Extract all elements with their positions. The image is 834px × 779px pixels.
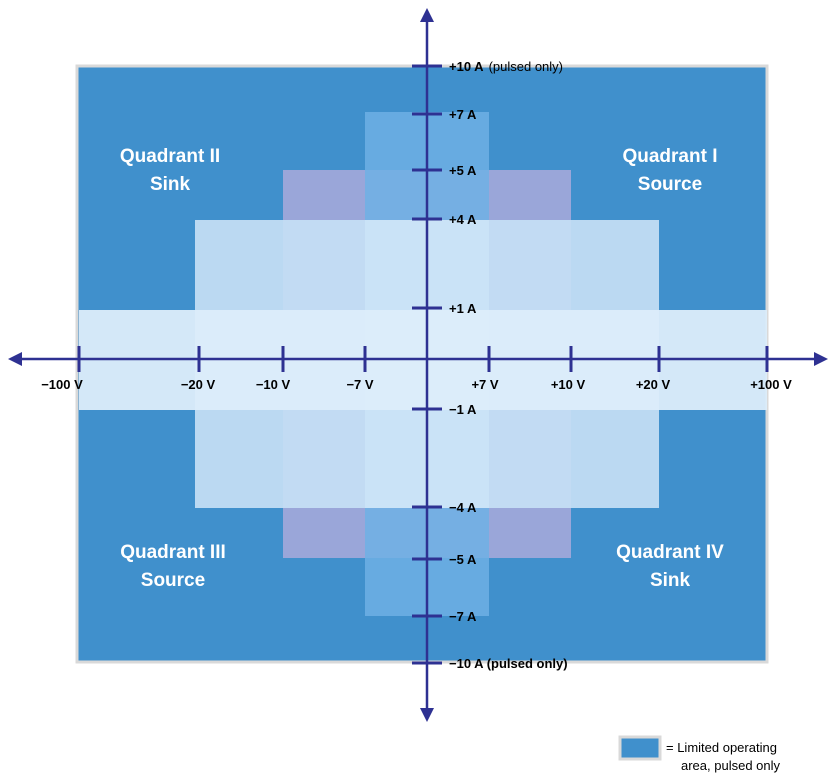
tick-label-neg1a: −1 A bbox=[449, 402, 477, 417]
tick-label-neg4a: −4 A bbox=[449, 500, 477, 515]
quadrant-2-label: Quadrant II Sink bbox=[120, 146, 220, 195]
tick-label-neg5a: −5 A bbox=[449, 552, 477, 567]
quadrant-2-title: Quadrant II bbox=[120, 146, 220, 167]
legend-swatch bbox=[618, 735, 662, 761]
quadrant-1-mode: Source bbox=[638, 174, 702, 195]
tick-label-neg20v: −20 V bbox=[181, 377, 216, 392]
quadrant-3-label: Quadrant III Source bbox=[120, 542, 226, 591]
current-axis bbox=[420, 8, 434, 722]
axis-arrow-down-icon bbox=[420, 708, 434, 722]
tick-label-pos7a: +7 A bbox=[449, 107, 477, 122]
voltage-axis bbox=[8, 352, 828, 366]
tick-label-neg100v: −100 V bbox=[41, 377, 83, 392]
tick-label-pos10v: +10 V bbox=[551, 377, 586, 392]
legend-label-line2: area, pulsed only bbox=[681, 758, 781, 773]
axis-arrow-up-icon bbox=[420, 8, 434, 22]
tick-label-neg10v: −10 V bbox=[256, 377, 291, 392]
quadrant-1-label: Quadrant I Source bbox=[622, 146, 717, 195]
tick-label-pos10a-value: +10 A bbox=[449, 59, 484, 74]
tick-label-pos20v: +20 V bbox=[636, 377, 671, 392]
tick-label-pos5a: +5 A bbox=[449, 163, 477, 178]
legend-label-line1: = Limited operating bbox=[666, 740, 777, 755]
tick-label-pos100v: +100 V bbox=[750, 377, 792, 392]
quadrant-2-mode: Sink bbox=[150, 174, 191, 195]
tick-label-pos1a: +1 A bbox=[449, 301, 477, 316]
quadrant-1-title: Quadrant I bbox=[622, 146, 717, 167]
quadrant-3-mode: Source bbox=[141, 570, 205, 591]
current-tick-labels: +10 A (pulsed only) +7 A +5 A +4 A +1 A −… bbox=[449, 59, 568, 671]
tick-label-neg10a: −10 A (pulsed only) bbox=[449, 656, 568, 671]
tick-label-neg7v: −7 V bbox=[346, 377, 373, 392]
tick-label-pos10a: +10 A (pulsed only) bbox=[449, 59, 563, 74]
quadrant-4-title: Quadrant IV bbox=[616, 542, 724, 563]
tick-label-pos4a: +4 A bbox=[449, 212, 477, 227]
tick-label-neg7a: −7 A bbox=[449, 609, 477, 624]
tick-label-pos7v: +7 V bbox=[471, 377, 498, 392]
voltage-tick-labels: −100 V −20 V −10 V −7 V +7 V +10 V +20 V… bbox=[41, 377, 792, 392]
current-tick-marks bbox=[412, 64, 442, 665]
quadrant-4-mode: Sink bbox=[650, 570, 691, 591]
legend: = Limited operating area, pulsed only bbox=[618, 735, 781, 773]
tick-label-pos10a-note: (pulsed only) bbox=[489, 59, 563, 74]
quadrant-3-title: Quadrant III bbox=[120, 542, 226, 563]
quadrant-4-label: Quadrant IV Sink bbox=[616, 542, 724, 591]
voltage-tick-marks bbox=[77, 346, 769, 372]
axis-arrow-left-icon bbox=[8, 352, 22, 366]
axis-arrow-right-icon bbox=[814, 352, 828, 366]
